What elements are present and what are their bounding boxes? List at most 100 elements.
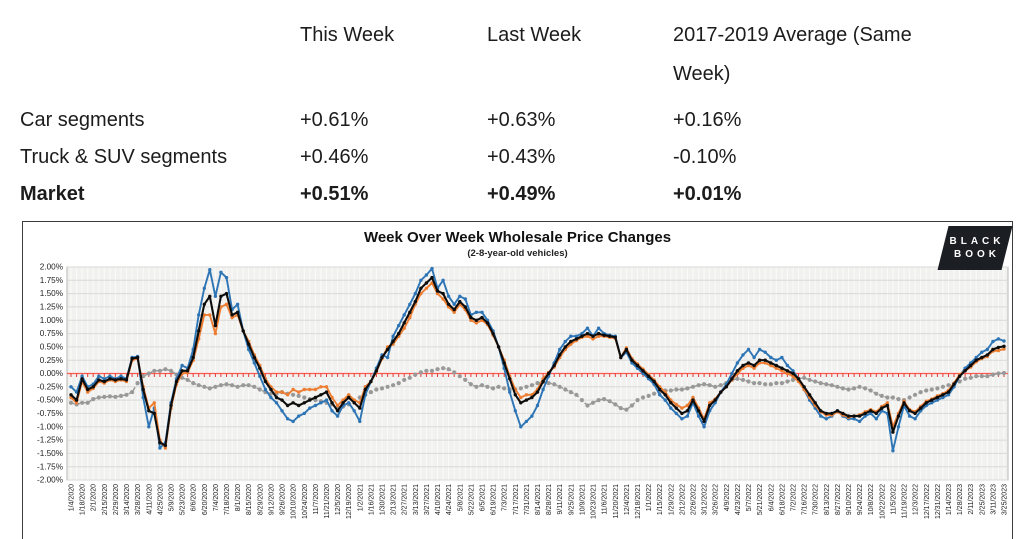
svg-text:7/3/2021: 7/3/2021 bbox=[502, 484, 509, 511]
svg-text:10/9/2021: 10/9/2021 bbox=[579, 484, 586, 515]
svg-text:4/24/2021: 4/24/2021 bbox=[446, 484, 453, 515]
svg-text:5/22/2021: 5/22/2021 bbox=[468, 484, 475, 515]
svg-text:11/5/2022: 11/5/2022 bbox=[890, 484, 897, 515]
svg-text:-1.75%: -1.75% bbox=[37, 462, 63, 471]
svg-text:-0.50%: -0.50% bbox=[37, 396, 63, 405]
svg-text:3/28/2020: 3/28/2020 bbox=[135, 484, 142, 515]
svg-text:7/31/2021: 7/31/2021 bbox=[524, 484, 531, 515]
svg-text:1/14/2023: 1/14/2023 bbox=[946, 484, 953, 515]
svg-text:3/14/2020: 3/14/2020 bbox=[124, 484, 131, 515]
svg-text:7/4/2020: 7/4/2020 bbox=[213, 484, 220, 511]
svg-text:2/27/2021: 2/27/2021 bbox=[402, 484, 409, 515]
svg-text:6/18/2022: 6/18/2022 bbox=[779, 484, 786, 515]
row-label: Market bbox=[20, 183, 85, 205]
svg-text:8/27/2022: 8/27/2022 bbox=[835, 484, 842, 515]
svg-text:3/13/2021: 3/13/2021 bbox=[413, 484, 420, 515]
summary-header-row: This Week Last Week 2017-2019 Average (S… bbox=[20, 16, 1024, 94]
row-value: +0.51% bbox=[300, 183, 369, 205]
row-value: +0.63% bbox=[487, 109, 556, 131]
svg-text:8/1/2020: 8/1/2020 bbox=[235, 484, 242, 511]
svg-text:9/11/2021: 9/11/2021 bbox=[557, 484, 564, 515]
svg-text:10/22/2022: 10/22/2022 bbox=[879, 484, 886, 519]
svg-text:7/30/2022: 7/30/2022 bbox=[813, 484, 820, 515]
svg-text:8/13/2022: 8/13/2022 bbox=[824, 484, 831, 515]
svg-text:-0.25%: -0.25% bbox=[37, 382, 63, 391]
chart-subtitle: (2-8-year-old vehicles) bbox=[467, 248, 568, 259]
svg-text:12/19/2020: 12/19/2020 bbox=[346, 484, 353, 519]
svg-text:4/9/2022: 4/9/2022 bbox=[724, 484, 731, 511]
svg-text:9/26/2020: 9/26/2020 bbox=[280, 484, 287, 515]
svg-text:0.75%: 0.75% bbox=[40, 329, 63, 338]
svg-text:2/29/2020: 2/29/2020 bbox=[113, 484, 120, 515]
price-chart-svg: 2.00% 1.75% 1.50% 1.25% 1.00% 0.75% 0.50% 0.25%… bbox=[23, 222, 1012, 539]
row-value: -0.10% bbox=[673, 146, 737, 168]
svg-text:-2.00%: -2.00% bbox=[37, 476, 63, 485]
svg-text:0.25%: 0.25% bbox=[40, 356, 63, 365]
svg-text:12/31/2022: 12/31/2022 bbox=[935, 484, 942, 519]
svg-text:1/30/2021: 1/30/2021 bbox=[380, 484, 387, 515]
svg-text:5/8/2021: 5/8/2021 bbox=[457, 484, 464, 511]
svg-text:10/8/2022: 10/8/2022 bbox=[868, 484, 875, 515]
summary-col-avg: 2017-2019 Average (Same Week) bbox=[673, 24, 912, 85]
svg-text:2/11/2023: 2/11/2023 bbox=[968, 484, 975, 515]
svg-text:10/10/2020: 10/10/2020 bbox=[291, 484, 298, 519]
svg-text:3/26/2022: 3/26/2022 bbox=[713, 484, 720, 515]
svg-text:0.50%: 0.50% bbox=[40, 343, 63, 352]
svg-text:8/14/2021: 8/14/2021 bbox=[535, 484, 542, 515]
svg-text:7/16/2022: 7/16/2022 bbox=[802, 484, 809, 515]
svg-text:-0.75%: -0.75% bbox=[37, 409, 63, 418]
svg-text:5/7/2022: 5/7/2022 bbox=[746, 484, 753, 511]
svg-text:1.25%: 1.25% bbox=[40, 303, 63, 312]
svg-text:6/5/2021: 6/5/2021 bbox=[480, 484, 487, 511]
svg-text:9/10/2022: 9/10/2022 bbox=[846, 484, 853, 515]
svg-text:1.50%: 1.50% bbox=[40, 289, 63, 298]
svg-text:4/10/2021: 4/10/2021 bbox=[435, 484, 442, 515]
svg-text:-1.25%: -1.25% bbox=[37, 436, 63, 445]
svg-text:5/23/2020: 5/23/2020 bbox=[180, 484, 187, 515]
svg-text:12/5/2020: 12/5/2020 bbox=[335, 484, 342, 515]
svg-text:10/23/2021: 10/23/2021 bbox=[591, 484, 598, 519]
svg-text:1/15/2022: 1/15/2022 bbox=[657, 484, 664, 515]
price-change-chart-panel: 2.00% 1.75% 1.50% 1.25% 1.00% 0.75% 0.50% 0.25%… bbox=[22, 221, 1013, 539]
svg-text:2/26/2022: 2/26/2022 bbox=[691, 484, 698, 515]
svg-text:7/2/2022: 7/2/2022 bbox=[791, 484, 798, 511]
svg-text:1/28/2023: 1/28/2023 bbox=[957, 484, 964, 515]
svg-text:7/18/2020: 7/18/2020 bbox=[224, 484, 231, 515]
svg-text:8/28/2021: 8/28/2021 bbox=[546, 484, 553, 515]
logo-line2: BOOK bbox=[954, 249, 1000, 260]
svg-text:-1.00%: -1.00% bbox=[37, 422, 63, 431]
svg-text:9/12/2020: 9/12/2020 bbox=[268, 484, 275, 515]
chart-title: Week Over Week Wholesale Price Changes bbox=[363, 229, 672, 246]
svg-text:10/24/2020: 10/24/2020 bbox=[302, 484, 309, 519]
row-value: +0.49% bbox=[487, 183, 556, 205]
svg-text:6/20/2020: 6/20/2020 bbox=[202, 484, 209, 515]
svg-text:2/25/2023: 2/25/2023 bbox=[979, 484, 986, 515]
svg-text:3/12/2022: 3/12/2022 bbox=[702, 484, 709, 515]
svg-text:12/18/2021: 12/18/2021 bbox=[635, 484, 642, 519]
svg-text:6/6/2020: 6/6/2020 bbox=[191, 484, 198, 511]
summary-col-last-week: Last Week bbox=[487, 24, 582, 46]
svg-text:2/12/2022: 2/12/2022 bbox=[679, 484, 686, 515]
svg-text:5/9/2020: 5/9/2020 bbox=[169, 484, 176, 511]
svg-text:12/4/2021: 12/4/2021 bbox=[624, 484, 631, 515]
row-value: +0.16% bbox=[673, 109, 742, 131]
svg-text:1/2/2021: 1/2/2021 bbox=[357, 484, 364, 511]
logo-line1: BLACK bbox=[949, 236, 1005, 247]
svg-text:7/17/2021: 7/17/2021 bbox=[513, 484, 520, 515]
svg-text:6/19/2021: 6/19/2021 bbox=[491, 484, 498, 515]
svg-text:-1.50%: -1.50% bbox=[37, 449, 63, 458]
svg-text:2/13/2021: 2/13/2021 bbox=[391, 484, 398, 515]
svg-text:4/11/2020: 4/11/2020 bbox=[146, 484, 153, 515]
svg-text:9/25/2021: 9/25/2021 bbox=[568, 484, 575, 515]
svg-text:1/1/2022: 1/1/2022 bbox=[646, 484, 653, 511]
svg-text:11/21/2020: 11/21/2020 bbox=[324, 484, 331, 519]
svg-text:11/19/2022: 11/19/2022 bbox=[902, 484, 909, 519]
svg-text:2/1/2020: 2/1/2020 bbox=[91, 484, 98, 511]
row-label: Truck & SUV segments bbox=[20, 146, 228, 168]
svg-text:1/29/2022: 1/29/2022 bbox=[668, 484, 675, 515]
svg-text:9/24/2022: 9/24/2022 bbox=[857, 484, 864, 515]
svg-text:1/4/2020: 1/4/2020 bbox=[69, 484, 76, 511]
row-value: +0.46% bbox=[300, 146, 369, 168]
logo-text: BLACK BOOK bbox=[943, 226, 1007, 270]
svg-text:12/3/2022: 12/3/2022 bbox=[913, 484, 920, 515]
